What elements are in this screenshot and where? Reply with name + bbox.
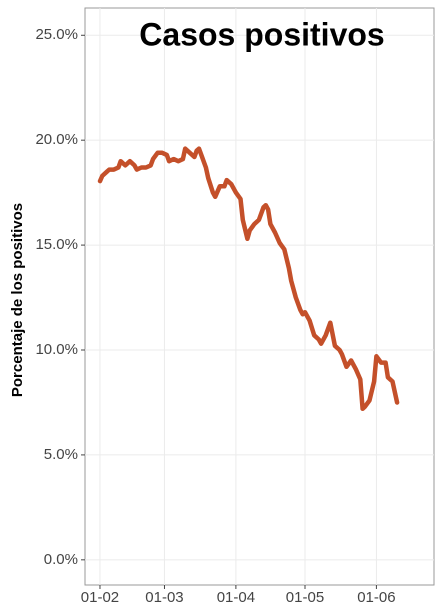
x-tick-label: 01-02 [81,589,119,603]
y-tick-label: 20.0% [35,131,78,148]
chart-title: Casos positivos [139,16,384,52]
plot-panel [84,7,435,586]
x-tick-label: 01-03 [145,589,183,603]
y-tick-label: 5.0% [44,446,78,463]
x-tick-label: 01-06 [357,589,395,603]
y-tick-label: 0.0% [44,551,78,568]
y-axis-label: Porcentaje de los positivos [9,203,26,397]
data-line [97,146,400,412]
x-tick-label: 01-04 [217,589,255,603]
y-tick-label: 15.0% [35,236,78,253]
y-tick-label: 10.0% [35,341,78,358]
y-tick-label: 25.0% [35,26,78,43]
x-tick-label: 01-05 [286,589,324,603]
